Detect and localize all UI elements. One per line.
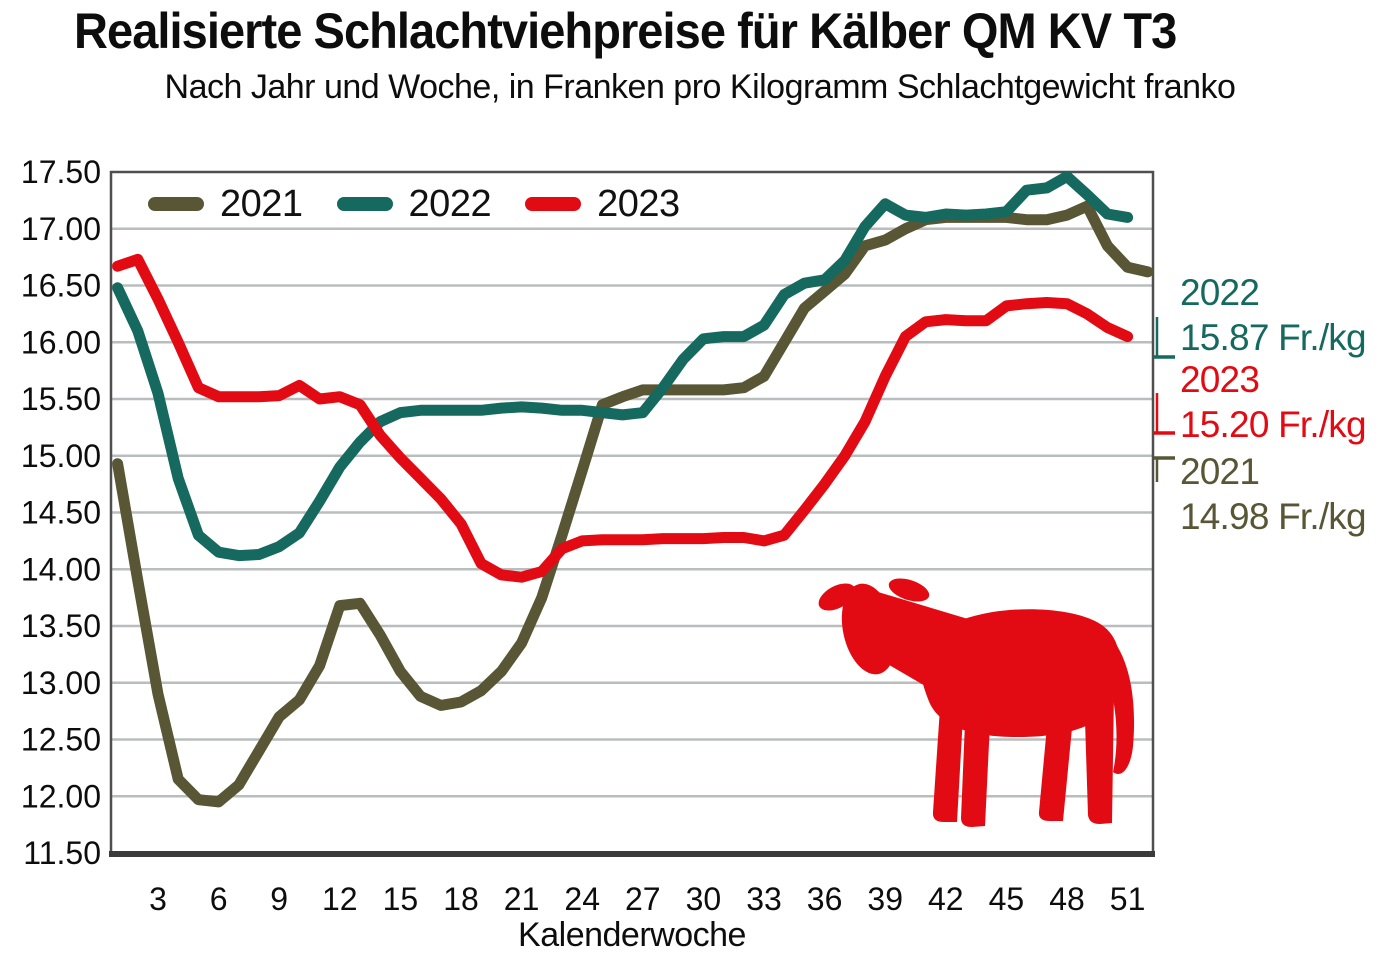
y-tick-label: 12.50	[21, 722, 101, 758]
x-tick-label: 21	[504, 881, 540, 917]
y-tick-label: 15.00	[21, 438, 101, 474]
legend-label-2023: 2023	[597, 182, 680, 225]
legend-item-2021: 2021	[148, 182, 303, 226]
y-tick-label: 15.50	[21, 381, 101, 417]
legend-label-2022: 2022	[408, 182, 492, 225]
y-tick-label: 12.00	[21, 778, 101, 814]
series-line-2022	[112, 171, 1134, 562]
x-tick-label: 3	[149, 881, 167, 917]
legend-item-2023: 2023	[525, 182, 680, 226]
annotation-2021-year: 2021	[1180, 451, 1260, 492]
x-tick-label: 6	[210, 881, 228, 917]
x-tick-label: 30	[686, 881, 722, 917]
x-tick-label: 39	[867, 881, 903, 917]
annotation-2023-value: 15.20 Fr./kg	[1180, 404, 1367, 445]
x-tick-label: 51	[1110, 881, 1146, 917]
cow-icon	[818, 578, 1135, 827]
annotation-2023-year: 2023	[1180, 359, 1260, 400]
x-tick-label: 18	[443, 881, 479, 917]
legend-swatch-2022	[336, 197, 393, 211]
legend-swatch-2023	[525, 197, 582, 211]
y-tick-label: 13.00	[21, 665, 101, 701]
x-tick-label: 33	[746, 881, 782, 917]
x-tick-label: 15	[383, 881, 419, 917]
y-tick-label: 11.50	[23, 835, 101, 871]
x-axis-title: Kalenderwoche	[518, 916, 746, 954]
y-tick-label: 17.00	[21, 211, 101, 247]
chart-title: Realisierte Schlachtviehpreise für Kälbe…	[74, 3, 1177, 59]
x-tick-label: 12	[322, 881, 358, 917]
legend-label-2021: 2021	[220, 182, 303, 225]
legend-item-2022: 2022	[336, 182, 492, 226]
annotation-2022-value: 15.87 Fr./kg	[1180, 317, 1367, 358]
x-tick-label: 48	[1049, 881, 1085, 917]
legend-swatch-2021	[148, 197, 204, 211]
x-tick-label: 45	[989, 881, 1025, 917]
chart-legend: 2021 2022 2023	[148, 182, 680, 226]
annotation-2021: 2021 14.98 Fr./kg	[1180, 449, 1398, 539]
series-line-2023	[112, 253, 1134, 583]
y-tick-label: 16.50	[21, 268, 101, 304]
annotation-2023: 2023 15.20 Fr./kg	[1180, 357, 1398, 447]
x-tick-label: 9	[270, 881, 288, 917]
y-tick-label: 17.50	[21, 154, 101, 190]
y-tick-label: 13.50	[21, 608, 101, 644]
x-tick-label: 36	[807, 881, 843, 917]
y-tick-label: 14.50	[21, 495, 101, 531]
plot-area: 17.50 17.00 16.50 16.00 15.50 15.00 14.50 14.00…	[21, 154, 1175, 917]
x-tick-label: 24	[564, 881, 600, 917]
y-tick-label: 14.00	[21, 551, 101, 587]
annotation-2021-value: 14.98 Fr./kg	[1180, 496, 1367, 537]
y-tick-label: 16.00	[21, 324, 101, 360]
annotation-2022: 2022 15.87 Fr./kg	[1180, 270, 1398, 360]
chart-subtitle: Nach Jahr und Woche, in Franken pro Kilo…	[164, 68, 1236, 106]
annotation-2022-year: 2022	[1180, 272, 1260, 313]
x-tick-label: 27	[625, 881, 661, 917]
x-tick-label: 42	[928, 881, 964, 917]
